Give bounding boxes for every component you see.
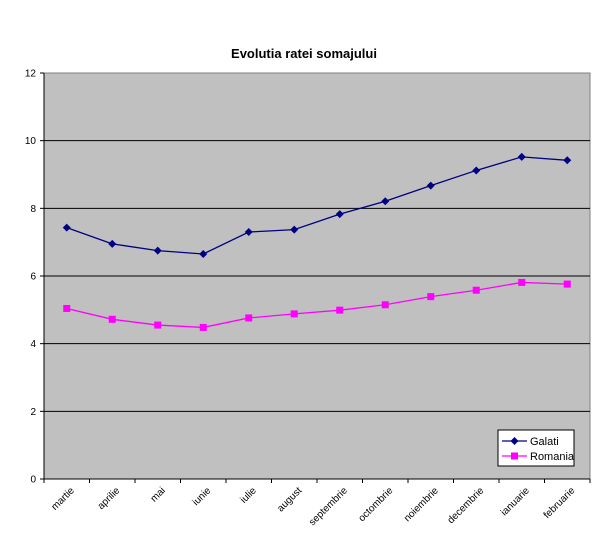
legend: Galati Romania [497, 429, 575, 467]
x-tick-label: mai [149, 485, 168, 504]
data-point-romania [427, 293, 435, 301]
data-point-romania [108, 315, 116, 323]
x-tick-label: noiembrie [402, 485, 441, 524]
x-tick-label: martie [49, 485, 77, 513]
data-point-galati [517, 152, 526, 161]
chart-title: Evolutia ratei somajului [231, 46, 377, 61]
legend-marker-romania [511, 452, 518, 460]
x-tick-label: iunie [191, 485, 214, 508]
x-tick-label: septembrie [307, 485, 350, 528]
data-point-galati [381, 197, 390, 206]
x-tick-label: octombrie [357, 485, 396, 524]
legend-label-romania: Romania [530, 451, 575, 463]
x-tick-label: decembrie [446, 485, 487, 526]
data-point-romania [336, 306, 344, 314]
data-point-galati [153, 246, 162, 255]
data-point-galati [290, 225, 299, 234]
data-point-galati [199, 250, 208, 259]
data-point-galati [244, 228, 253, 237]
data-point-romania [518, 278, 526, 286]
series-line-galati [66, 156, 568, 255]
y-tick-label: 12 [25, 69, 37, 80]
data-point-romania [199, 323, 207, 331]
y-tick-label: 10 [25, 136, 37, 147]
data-point-galati [563, 156, 572, 165]
data-point-galati [62, 223, 71, 232]
y-tick-label: 8 [30, 204, 36, 215]
data-point-romania [381, 301, 389, 309]
data-point-romania [290, 310, 298, 318]
legend-marker-galati [510, 437, 519, 445]
x-tick-label: iulie [239, 485, 260, 506]
x-tick-label: august [275, 485, 304, 514]
x-tick-label: februarie [542, 485, 578, 521]
data-point-romania [472, 286, 480, 294]
data-point-romania [154, 321, 162, 329]
y-tick-label: 4 [30, 339, 36, 350]
data-point-romania [245, 314, 253, 322]
y-tick-label: 0 [30, 475, 36, 486]
data-point-romania [63, 304, 71, 312]
data-point-galati [472, 166, 481, 175]
data-point-romania [563, 280, 571, 288]
data-point-galati [426, 181, 435, 190]
y-tick-label: 6 [30, 272, 36, 283]
legend-box [497, 429, 575, 467]
data-point-galati [335, 210, 344, 219]
data-point-galati [108, 239, 117, 248]
x-tick-label: ianuarie [499, 485, 532, 518]
x-tick-label: aprilie [96, 485, 123, 512]
legend-label-galati: Galati [530, 436, 559, 448]
y-tick-label: 2 [30, 407, 36, 418]
series-line-romania [66, 281, 568, 329]
